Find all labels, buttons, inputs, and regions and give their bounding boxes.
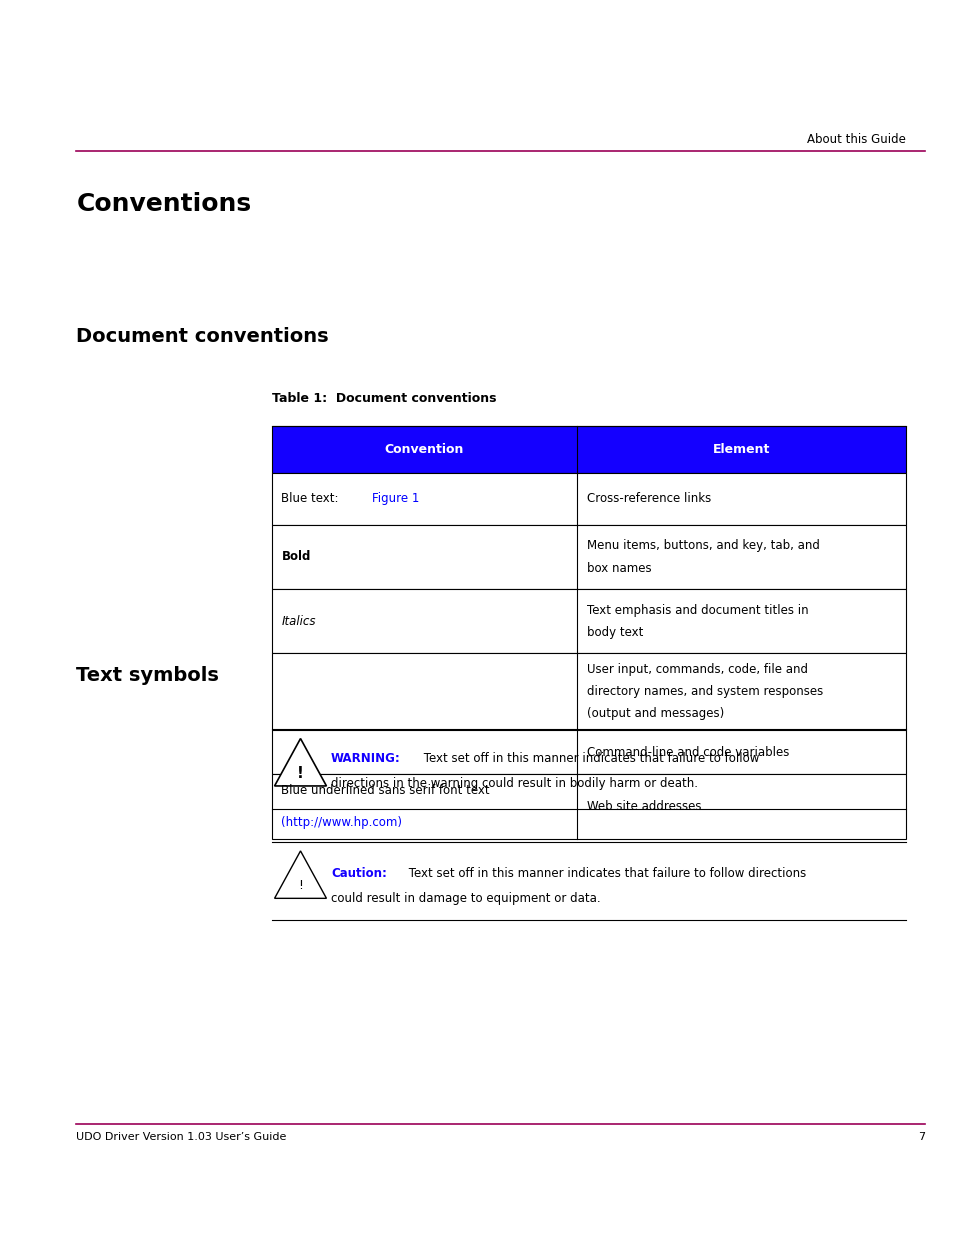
- Polygon shape: [274, 739, 326, 785]
- Bar: [272, 730, 905, 774]
- Text: Bold: Bold: [281, 551, 311, 563]
- Text: could result in damage to equipment or data.: could result in damage to equipment or d…: [331, 892, 600, 905]
- Text: (output and messages): (output and messages): [586, 708, 723, 720]
- Text: Figure 1: Figure 1: [372, 493, 419, 505]
- Bar: [272, 774, 905, 839]
- Text: Text symbols: Text symbols: [76, 667, 219, 685]
- Text: Web site addresses: Web site addresses: [586, 800, 700, 813]
- Text: Cross-reference links: Cross-reference links: [586, 493, 710, 505]
- Text: Text set off in this manner indicates that failure to follow directions: Text set off in this manner indicates th…: [405, 867, 806, 881]
- Text: (http://www.hp.com): (http://www.hp.com): [281, 816, 402, 829]
- Text: User input, commands, code, file and: User input, commands, code, file and: [586, 663, 807, 676]
- Text: About this Guide: About this Guide: [806, 132, 905, 146]
- Bar: [272, 525, 905, 589]
- Text: Command-line and code variables: Command-line and code variables: [586, 746, 788, 758]
- Text: Conventions: Conventions: [76, 193, 252, 216]
- Text: Convention: Convention: [384, 443, 464, 456]
- Text: !: !: [296, 766, 304, 781]
- Text: directions in the warning could result in bodily harm or death.: directions in the warning could result i…: [331, 777, 698, 790]
- Bar: [272, 589, 905, 653]
- Text: Text set off in this manner indicates that failure to follow: Text set off in this manner indicates th…: [419, 752, 759, 766]
- Text: Document conventions: Document conventions: [76, 327, 329, 346]
- Text: Element: Element: [712, 443, 770, 456]
- Text: Blue text:: Blue text:: [281, 493, 342, 505]
- Text: Text emphasis and document titles in: Text emphasis and document titles in: [586, 604, 807, 616]
- Bar: [272, 653, 905, 730]
- Text: box names: box names: [586, 562, 651, 574]
- Text: directory names, and system responses: directory names, and system responses: [586, 685, 822, 698]
- Bar: [272, 473, 905, 525]
- Text: Caution:: Caution:: [331, 867, 387, 881]
- Text: Table 1:  Document conventions: Table 1: Document conventions: [272, 391, 496, 405]
- Text: body text: body text: [586, 626, 642, 638]
- Text: !: !: [297, 879, 303, 892]
- Bar: [272, 426, 905, 473]
- Text: Italics: Italics: [281, 615, 315, 627]
- Text: 7: 7: [918, 1132, 924, 1142]
- Polygon shape: [274, 851, 326, 898]
- Text: WARNING:: WARNING:: [331, 752, 400, 766]
- Text: UDO Driver Version 1.03 User’s Guide: UDO Driver Version 1.03 User’s Guide: [76, 1132, 287, 1142]
- Text: Blue underlined sans serif font text: Blue underlined sans serif font text: [281, 784, 490, 797]
- Text: Menu items, buttons, and key, tab, and: Menu items, buttons, and key, tab, and: [586, 540, 819, 552]
